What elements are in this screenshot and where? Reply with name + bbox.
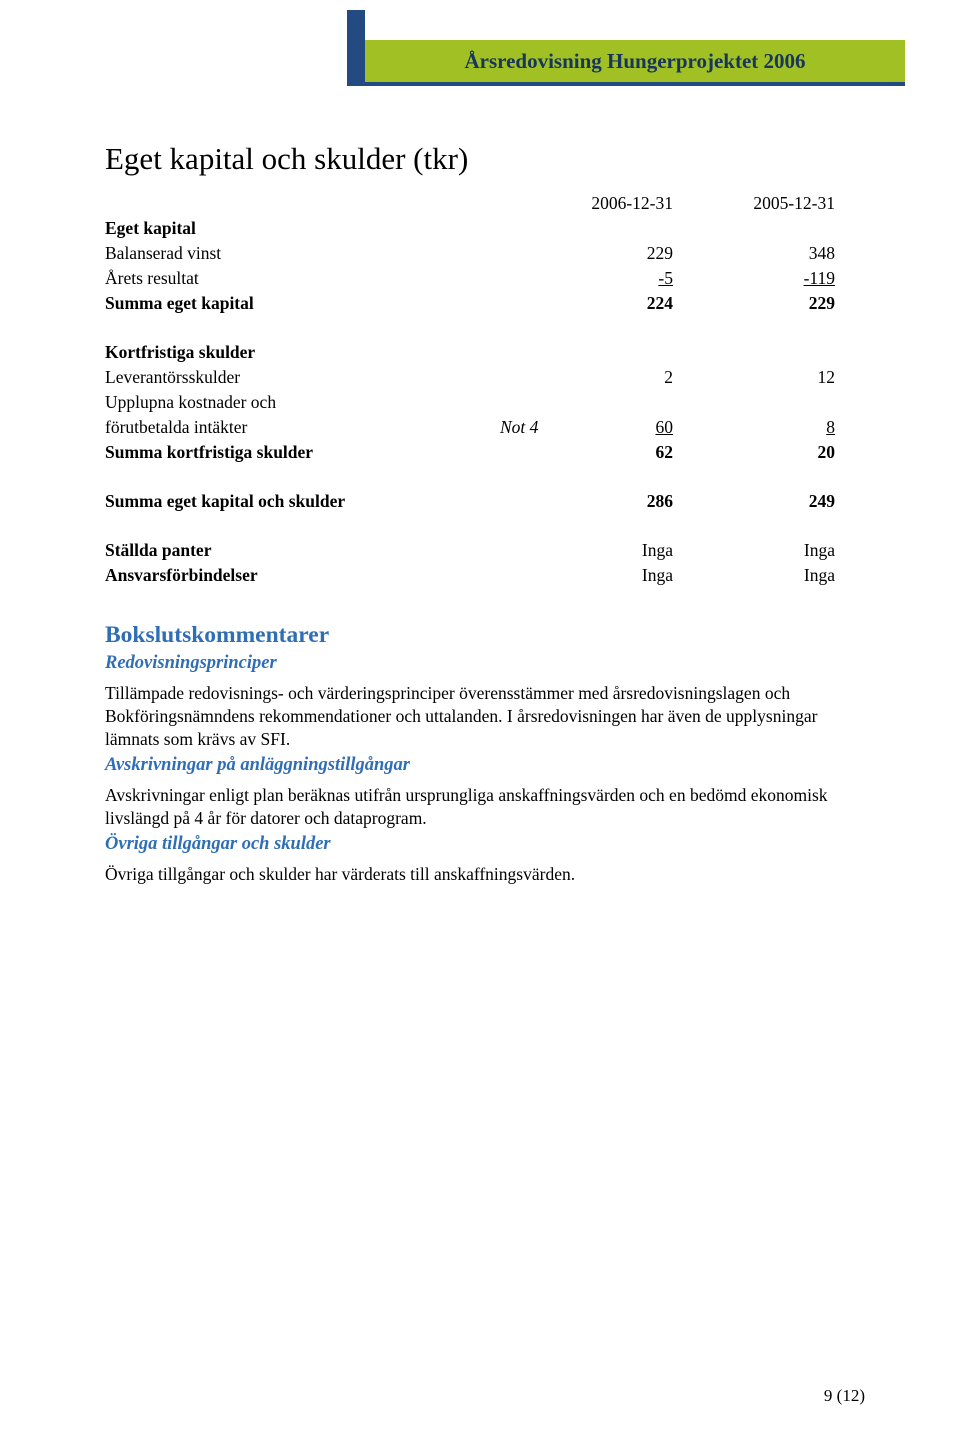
header-band: Årsredovisning Hungerprojektet 2006: [365, 40, 905, 86]
para-avskrivningar: Avskrivningar enligt plan beräknas utifr…: [105, 784, 865, 830]
col-header-2006: 2006-12-31: [561, 191, 713, 216]
section-title: Eget kapital och skulder (tkr): [105, 141, 865, 177]
row-leverantorsskulder: Leverantörsskulder 2 12: [105, 365, 865, 390]
subhead-avskrivningar: Avskrivningar på anläggningstillgångar: [105, 755, 865, 776]
row-summa-eget-kapital: Summa eget kapital 224 229: [105, 291, 865, 316]
kortfristiga-header: Kortfristiga skulder: [105, 340, 477, 365]
balance-table: 2006-12-31 2005-12-31 Eget kapital Balan…: [105, 191, 865, 588]
row-arets-resultat: Årets resultat -5 -119: [105, 266, 865, 291]
col-header-2005: 2005-12-31: [713, 191, 865, 216]
header-title: Årsredovisning Hungerprojektet 2006: [365, 40, 905, 82]
para-redovisning: Tillämpade redovisnings- och värderingsp…: [105, 682, 865, 751]
subhead-redovisning: Redovisningsprinciper: [105, 653, 865, 674]
row-ansvarsforbindelser: Ansvarsförbindelser Inga Inga: [105, 563, 865, 588]
eget-kapital-header: Eget kapital: [105, 216, 477, 241]
row-summa-kortfristiga: Summa kortfristiga skulder 62 20: [105, 440, 865, 465]
para-ovriga: Övriga tillgångar och skulder har värder…: [105, 863, 865, 886]
row-stallda-panter: Ställda panter Inga Inga: [105, 538, 865, 563]
row-upplupna-2: förutbetalda intäkter Not 4 60 8: [105, 415, 865, 440]
row-balanserad-vinst: Balanserad vinst 229 348: [105, 241, 865, 266]
row-upplupna-1: Upplupna kostnader och: [105, 390, 865, 415]
row-summa-total: Summa eget kapital och skulder 286 249: [105, 489, 865, 514]
subhead-ovriga: Övriga tillgångar och skulder: [105, 834, 865, 855]
page-number: 9 (12): [824, 1386, 865, 1406]
header-blue-accent: [347, 10, 365, 86]
closing-title: Bokslutskommentarer: [105, 622, 865, 649]
